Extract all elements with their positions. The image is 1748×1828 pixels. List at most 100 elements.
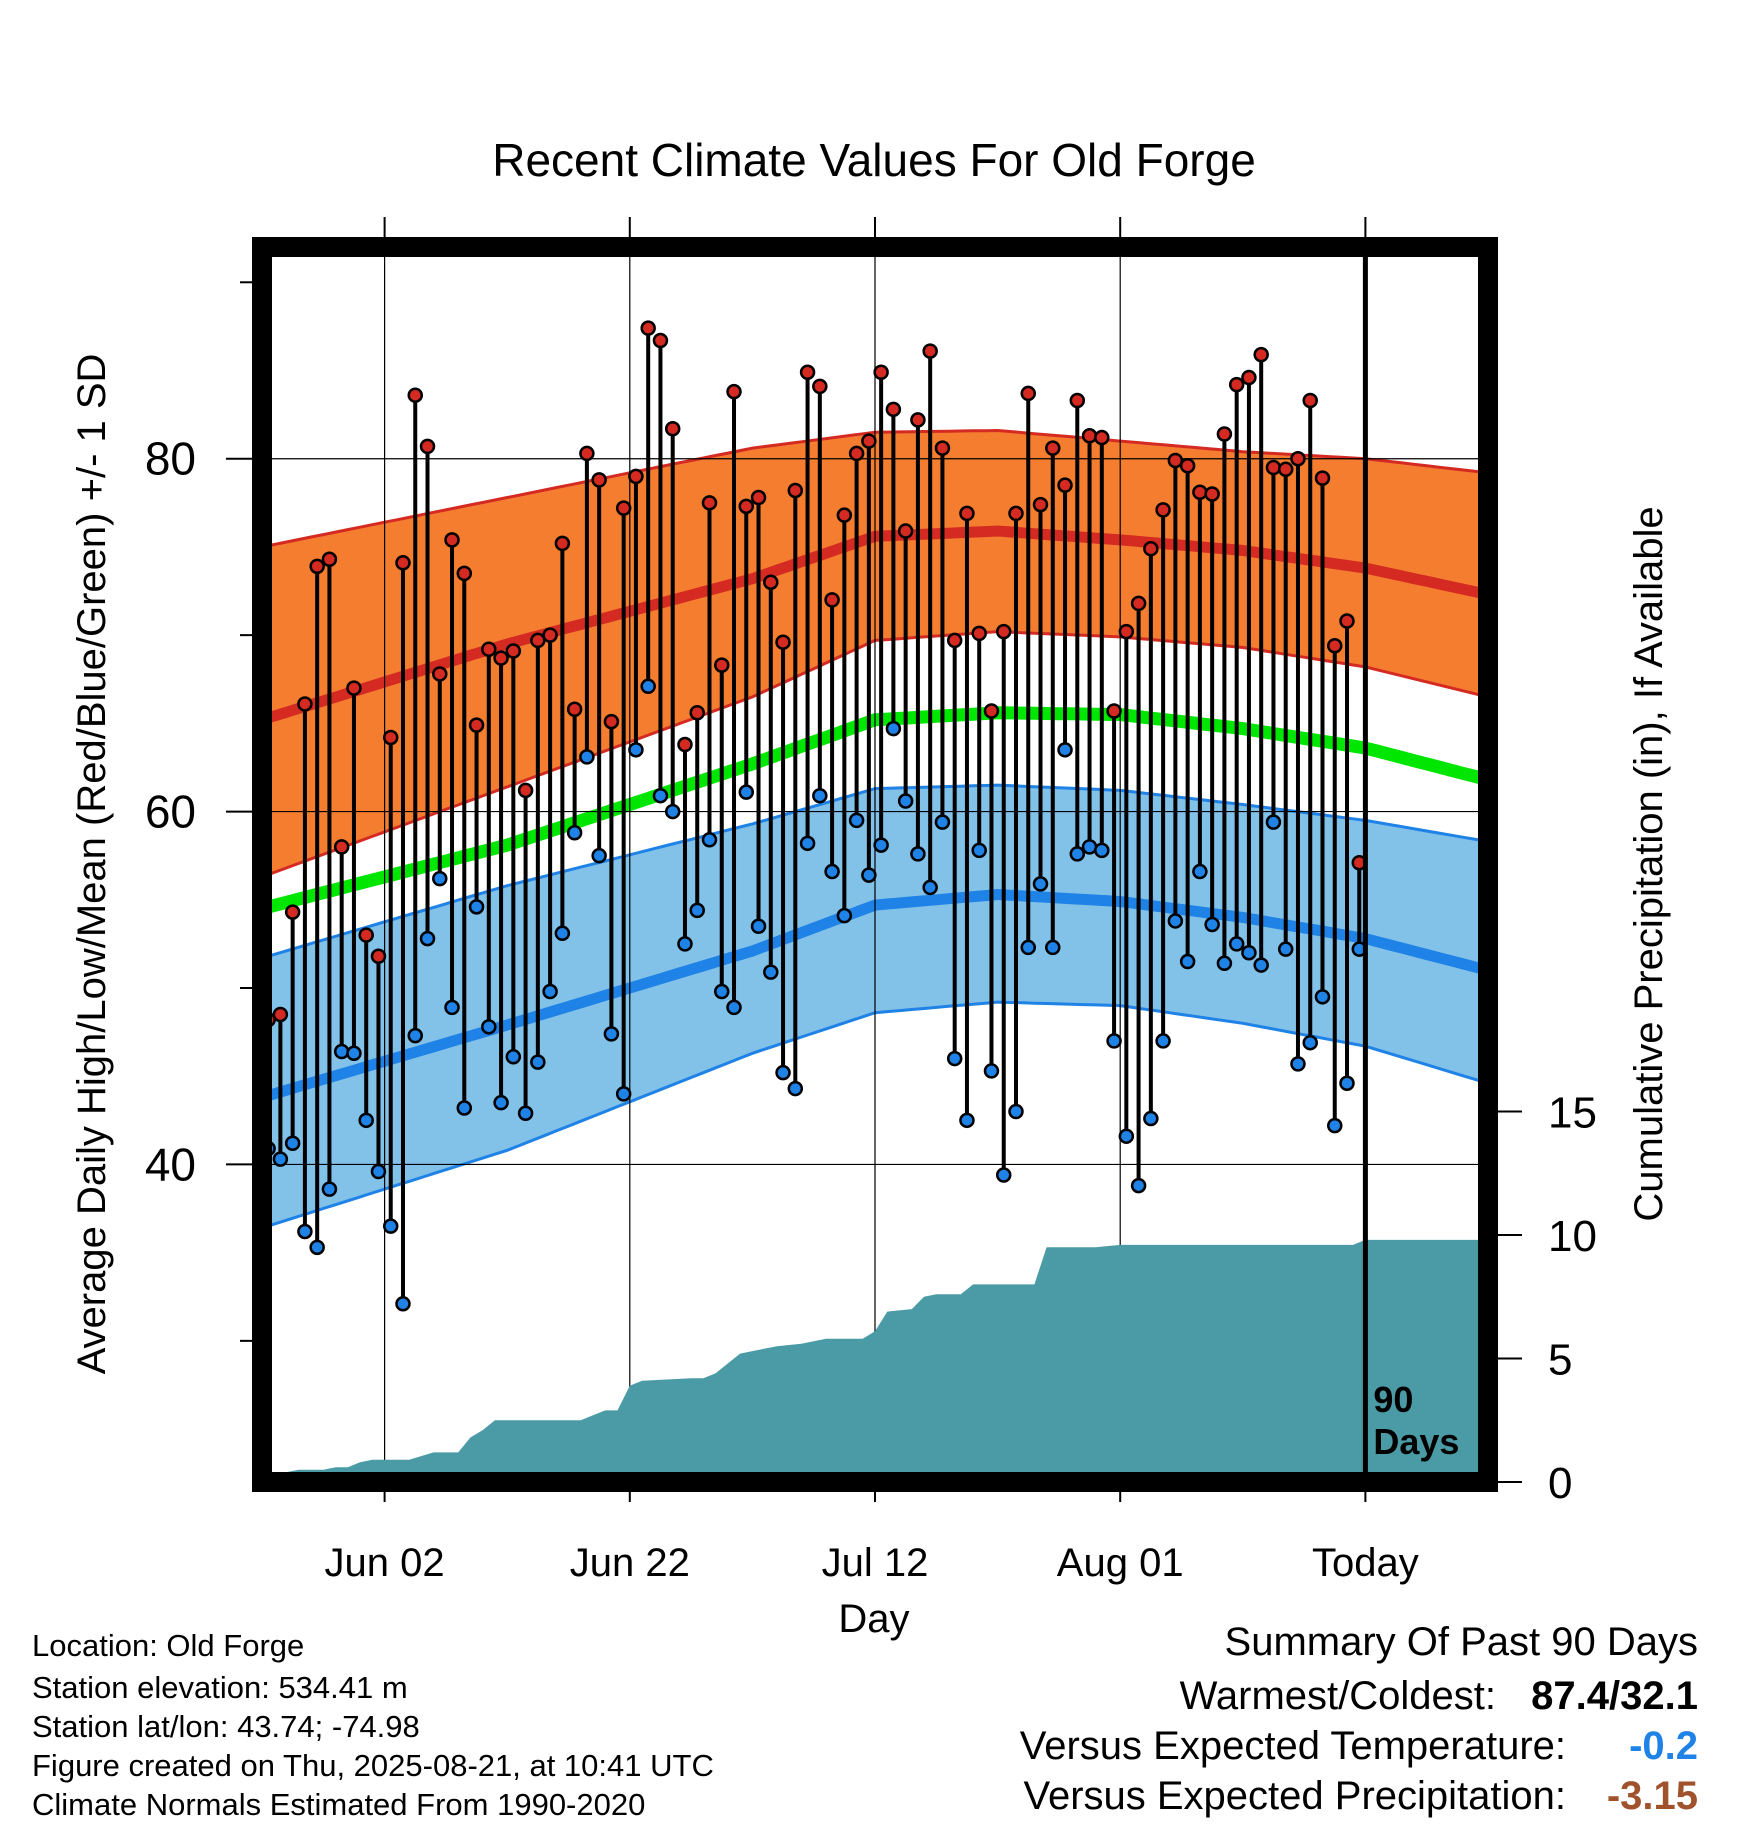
low-point-42 bbox=[775, 1064, 791, 1081]
high-point-26 bbox=[579, 445, 595, 462]
high-point-74 bbox=[1167, 452, 1184, 469]
high-point-22 bbox=[530, 632, 546, 649]
high-point-11 bbox=[395, 555, 411, 571]
high-point-80 bbox=[1241, 369, 1257, 386]
low-point-75 bbox=[1179, 953, 1196, 970]
low-point-53 bbox=[910, 846, 926, 862]
low-point-39 bbox=[738, 784, 755, 800]
low-point-62 bbox=[1020, 939, 1036, 956]
high-point-19 bbox=[493, 650, 509, 666]
low-point-86 bbox=[1314, 989, 1331, 1005]
low-point-87 bbox=[1327, 1117, 1343, 1134]
high-point-31 bbox=[640, 320, 656, 336]
high-point-2 bbox=[284, 904, 301, 920]
low-point-3 bbox=[297, 1223, 313, 1240]
high-point-79 bbox=[1228, 376, 1245, 393]
high-point-70 bbox=[1118, 623, 1135, 640]
summary-heading: Summary Of Past 90 Days bbox=[1224, 1620, 1698, 1664]
high-point-41 bbox=[763, 574, 779, 590]
high-point-21 bbox=[517, 782, 534, 799]
high-point-61 bbox=[1008, 505, 1024, 522]
low-point-71 bbox=[1130, 1177, 1147, 1194]
high-point-8 bbox=[358, 927, 374, 943]
high-point-50 bbox=[873, 364, 889, 381]
low-point-68 bbox=[1094, 842, 1110, 859]
low-point-55 bbox=[934, 814, 951, 830]
low-point-12 bbox=[407, 1027, 423, 1044]
high-point-38 bbox=[726, 383, 742, 400]
high-point-88 bbox=[1339, 613, 1355, 629]
high-point-16 bbox=[456, 565, 473, 582]
low-point-9 bbox=[370, 1163, 387, 1180]
warmest-coldest-value: 87.4/32.1 bbox=[1531, 1674, 1698, 1718]
high-point-14 bbox=[432, 666, 448, 682]
station-elevation: Station elevation: 534.41 m bbox=[32, 1670, 408, 1705]
high-point-84 bbox=[1290, 450, 1306, 467]
low-point-77 bbox=[1204, 916, 1220, 933]
low-point-61 bbox=[1008, 1103, 1024, 1120]
low-point-60 bbox=[995, 1167, 1012, 1183]
high-point-87 bbox=[1327, 637, 1343, 654]
high-point-13 bbox=[419, 438, 436, 455]
low-point-57 bbox=[959, 1112, 975, 1129]
low-point-81 bbox=[1253, 957, 1269, 973]
x-tick-label-3: Aug 01 bbox=[1057, 1541, 1184, 1585]
high-point-54 bbox=[922, 343, 938, 359]
low-point-36 bbox=[701, 832, 718, 848]
low-point-27 bbox=[591, 847, 607, 864]
high-point-49 bbox=[861, 433, 877, 449]
warmest-coldest-label: Warmest/Coldest: bbox=[1179, 1674, 1496, 1718]
low-point-54 bbox=[922, 879, 938, 896]
y2-tick-label-0: 0 bbox=[1548, 1459, 1572, 1508]
low-point-67 bbox=[1081, 839, 1098, 855]
low-point-78 bbox=[1216, 955, 1233, 972]
low-point-20 bbox=[505, 1049, 522, 1065]
low-point-48 bbox=[848, 812, 865, 829]
precipitation-area bbox=[262, 1239, 1488, 1482]
high-point-82 bbox=[1265, 459, 1282, 476]
high-point-68 bbox=[1094, 429, 1110, 446]
low-point-50 bbox=[873, 837, 889, 853]
chart-title: Recent Climate Values For Old Forge bbox=[492, 134, 1256, 186]
high-point-47 bbox=[836, 507, 853, 523]
y-axis-label: Average Daily High/Low/Mean (Red/Blue/Gr… bbox=[70, 354, 114, 1375]
low-point-10 bbox=[382, 1218, 399, 1234]
high-point-71 bbox=[1130, 595, 1147, 612]
temp-deviation-label: Versus Expected Temperature: bbox=[1019, 1724, 1566, 1768]
low-point-1 bbox=[272, 1151, 289, 1167]
low-point-51 bbox=[885, 720, 902, 737]
high-point-25 bbox=[566, 701, 583, 717]
high-point-58 bbox=[971, 625, 987, 642]
low-point-64 bbox=[1045, 939, 1061, 956]
low-point-6 bbox=[333, 1043, 350, 1060]
low-point-22 bbox=[530, 1054, 546, 1070]
temp-deviation-value: -0.2 bbox=[1629, 1724, 1698, 1768]
plot-content bbox=[260, 247, 1490, 1482]
low-point-11 bbox=[395, 1296, 411, 1312]
high-point-17 bbox=[468, 717, 485, 733]
low-point-7 bbox=[346, 1045, 362, 1062]
high-point-27 bbox=[591, 472, 607, 488]
y-tick-label-80: 80 bbox=[145, 433, 196, 485]
high-point-55 bbox=[934, 440, 951, 456]
high-point-6 bbox=[333, 839, 350, 855]
high-point-59 bbox=[983, 703, 1000, 719]
high-point-51 bbox=[885, 401, 902, 418]
high-point-36 bbox=[701, 495, 718, 511]
low-point-16 bbox=[456, 1100, 473, 1116]
y2-tick-label-10: 10 bbox=[1548, 1212, 1597, 1261]
high-point-53 bbox=[910, 412, 926, 428]
low-point-52 bbox=[897, 793, 914, 809]
high-point-28 bbox=[603, 713, 620, 730]
high-point-34 bbox=[677, 736, 693, 753]
high-point-48 bbox=[848, 445, 865, 462]
low-point-28 bbox=[603, 1026, 620, 1042]
low-point-17 bbox=[468, 899, 485, 915]
high-point-45 bbox=[812, 378, 828, 395]
high-point-62 bbox=[1020, 385, 1036, 402]
high-point-75 bbox=[1179, 458, 1196, 474]
low-point-49 bbox=[861, 867, 877, 883]
low-point-24 bbox=[554, 925, 571, 942]
low-point-40 bbox=[750, 918, 767, 934]
